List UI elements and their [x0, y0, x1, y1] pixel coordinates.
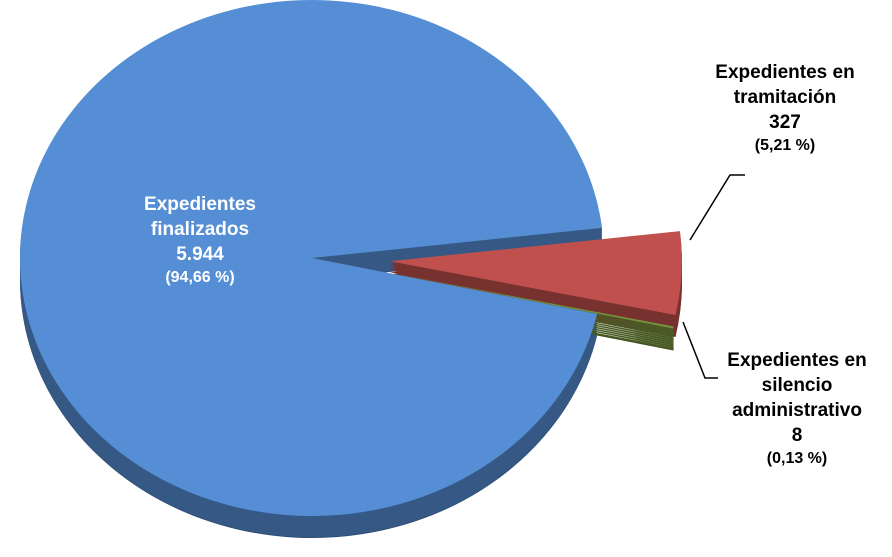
slice-finalizados — [19, 0, 603, 517]
slice-percent-label: (94,66 %) — [165, 269, 235, 287]
slice-silencio — [388, 272, 674, 329]
leader-lines — [682, 174, 745, 379]
pie-top-layer — [19, 0, 682, 517]
leader-line-silencio — [682, 321, 718, 379]
slice-name-line: tramitación — [733, 87, 837, 109]
slice-tramitacion — [389, 231, 682, 316]
leader-line-tramitacion — [689, 174, 745, 241]
slice-percent-label: (0,13 %) — [766, 450, 828, 468]
slice-name-line: Expedientes — [144, 194, 256, 215]
slice-label-finalizados: Expedientes finalizados 5.944 (94,66 %) — [110, 192, 290, 288]
slice-label-silencio: Expedientes en silencio administrativo 8… — [707, 348, 887, 469]
slice-name-line: administrativo — [732, 400, 862, 422]
slice-label-tramitacion: Expedientes en tramitación 327 (5,21 %) — [695, 60, 875, 156]
slice-value-label: 5.944 — [176, 244, 224, 266]
slice-name-line: silencio — [761, 375, 833, 397]
slice-name-line: finalizados — [150, 219, 250, 241]
slice-name-line: Expedientes en — [715, 62, 855, 83]
slice-percent-label: (5,21 %) — [754, 137, 816, 155]
slice-value-label: 8 — [791, 425, 803, 447]
slice-value-label: 327 — [769, 112, 801, 134]
slice-name-line: Expedientes en — [727, 350, 867, 371]
